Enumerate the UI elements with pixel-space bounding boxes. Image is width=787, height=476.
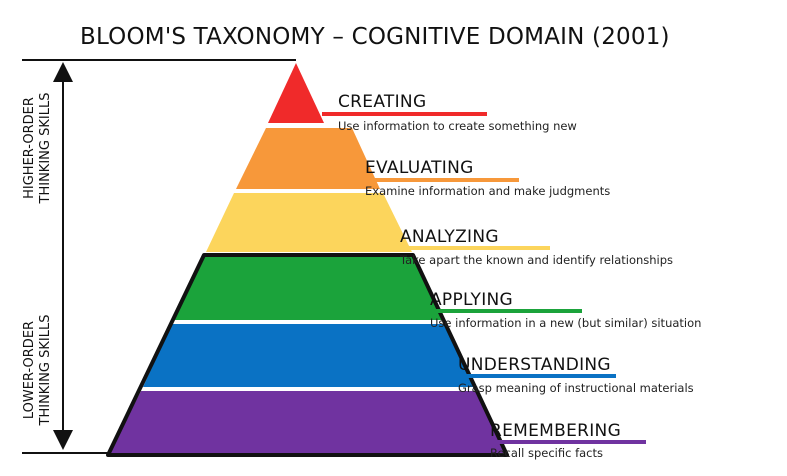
level-desc-applying: Use information in a new (but similar) s… [430,316,702,330]
level-name-understanding: UNDERSTANDING [458,355,611,375]
level-name-creating: CREATING [338,92,427,112]
tier-analyzing [206,193,412,252]
level-desc-understanding: Grasp meaning of instructional materials [458,381,694,395]
level-name-evaluating: EVALUATING [365,158,474,178]
tier-creating [268,63,324,123]
level-name-analyzing: ANALYZING [400,227,499,247]
tier-evaluating [236,128,380,189]
level-desc-remembering: Recall specific facts [490,446,603,460]
level-desc-creating: Use information to create something new [338,119,577,133]
level-name-applying: APPLYING [430,290,514,310]
tier-remembering [110,391,505,453]
page-title: BLOOM'S TAXONOMY – COGNITIVE DOMAIN (200… [80,24,670,50]
tier-understanding [143,324,474,387]
level-name-remembering: REMEMBERING [490,421,622,441]
level-desc-evaluating: Examine information and make judgments [365,184,611,198]
tier-applying [174,257,442,320]
level-desc-analyzing: Take apart the known and identify relati… [400,253,674,267]
lower-order-outline [106,253,509,457]
